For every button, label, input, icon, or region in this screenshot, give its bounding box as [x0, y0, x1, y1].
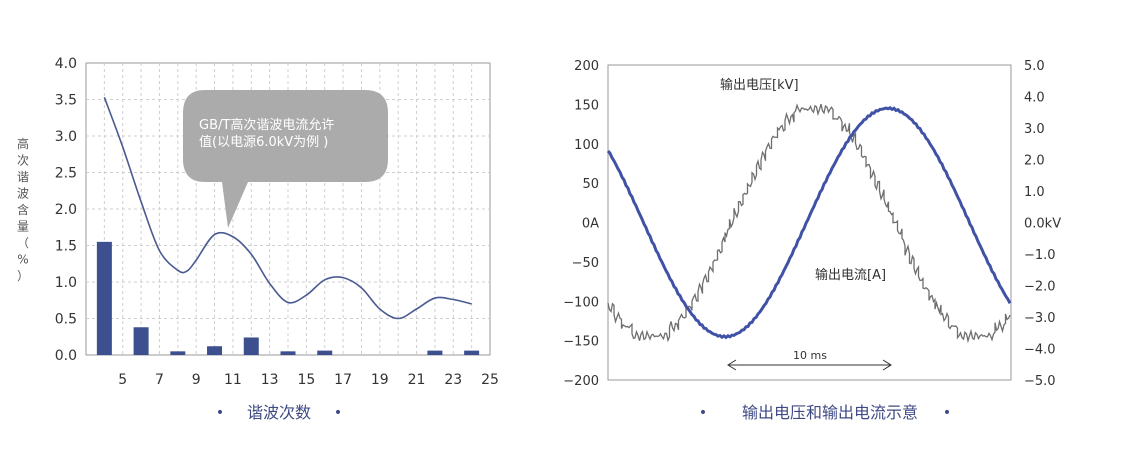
harmonic-bar — [280, 351, 296, 355]
right-right-y-tick-label: 0.0kV — [1024, 217, 1061, 232]
harmonic-bar — [96, 241, 112, 355]
harmonic-bar — [170, 351, 186, 355]
right-right-y-tick-label: 1.0 — [1024, 185, 1045, 200]
left-x-tick-label: 7 — [155, 372, 164, 388]
right-right-y-tick-label: 5.0 — [1024, 59, 1045, 74]
left-x-tick-label: 11 — [224, 372, 242, 388]
harmonic-bar — [427, 350, 443, 355]
period-arrow-head-right — [882, 359, 892, 371]
right-left-y-tick-label: −150 — [563, 335, 599, 350]
left-x-tick-label: 15 — [297, 372, 315, 388]
left-x-axis-label: 谐波次数 — [247, 403, 311, 422]
harmonic-bar — [133, 327, 149, 355]
callout-text: GB/T高次谐波电流允许值(以电源6.0kV为例 ) — [199, 117, 334, 150]
callout-bubble: GB/T高次谐波电流允许值(以电源6.0kV为例 ) — [183, 90, 388, 228]
left-x-tick-label: 17 — [334, 372, 352, 388]
current-series-label: 输出电流[A] — [815, 267, 886, 283]
right-chart-title: 输出电压和输出电流示意 — [742, 403, 918, 422]
right-right-y-ticks: 5.0 4.0 3.0 2.0 1.0 0.0kV −1.0 −2.0 −3.0 −4.0 −5.0 — [1024, 59, 1061, 389]
harmonic-content-chart: 0.0 0.5 1.0 1.5 2.0 2.5 3.0 3.5 4.0 5 7 9 11 13 15 17 1… — [17, 56, 499, 422]
voltage-series-label: 输出电压[kV] — [720, 77, 799, 93]
right-title-dot-right: • — [943, 405, 951, 421]
harmonic-bar — [207, 346, 223, 355]
left-x-tick-label: 9 — [192, 372, 201, 388]
left-x-tick-label: 13 — [261, 372, 279, 388]
left-y-tick-label: 4.0 — [55, 56, 77, 72]
left-x-label-dot-right: • — [334, 405, 342, 421]
limit-curve — [103, 97, 472, 320]
period-label: 10 ms — [793, 349, 827, 362]
left-y-tick-label: 2.5 — [55, 166, 77, 182]
left-x-tick-label: 21 — [408, 372, 426, 388]
harmonic-bar — [243, 337, 259, 355]
period-marker: 10 ms — [727, 349, 892, 371]
right-right-y-tick-label: 4.0 — [1024, 91, 1045, 106]
left-x-label-dot-left: • — [216, 405, 224, 421]
right-left-y-tick-label: 150 — [574, 98, 599, 113]
left-y-axis-label: 高次谐波含量（%） — [17, 136, 29, 283]
left-x-tick-label: 23 — [444, 372, 462, 388]
left-y-tick-label: 0.5 — [55, 312, 77, 328]
left-y-ticks: 0.0 0.5 1.0 1.5 2.0 2.5 3.0 3.5 4.0 — [55, 56, 77, 364]
right-plot-frame — [607, 64, 1012, 381]
period-arrow-head-left — [727, 359, 737, 371]
left-y-tick-label: 3.0 — [55, 129, 77, 145]
left-y-tick-label: 0.0 — [55, 348, 77, 364]
left-x-tick-label: 25 — [481, 372, 499, 388]
right-right-y-tick-label: 2.0 — [1024, 154, 1045, 169]
right-right-y-tick-label: 3.0 — [1024, 122, 1045, 137]
left-y-tick-label: 3.5 — [55, 93, 77, 109]
voltage-current-chart: 200 150 100 50 0A −50 −100 −150 −200 5.0 4.0 3.0 2.… — [563, 59, 1061, 422]
left-y-tick-label: 2.0 — [55, 202, 77, 218]
right-right-y-tick-label: −2.0 — [1024, 280, 1056, 295]
right-left-y-tick-label: −50 — [572, 256, 599, 271]
right-right-y-tick-label: −4.0 — [1024, 343, 1056, 358]
right-left-y-tick-label: 50 — [582, 177, 599, 192]
harmonic-bar — [464, 350, 480, 355]
left-x-tick-label: 5 — [118, 372, 127, 388]
harmonic-bar — [317, 350, 333, 355]
left-y-tick-label: 1.5 — [55, 239, 77, 255]
right-left-y-tick-label: 100 — [574, 138, 599, 153]
left-x-ticks: 5 7 9 11 13 15 17 19 21 23 25 — [118, 372, 499, 388]
right-right-y-tick-label: −1.0 — [1024, 248, 1056, 263]
current-trace — [606, 106, 1012, 340]
right-left-y-tick-label: −200 — [563, 374, 599, 389]
right-title-dot-left: • — [699, 405, 707, 421]
left-bars — [96, 241, 480, 355]
right-right-y-tick-label: −5.0 — [1024, 374, 1056, 389]
right-left-y-tick-label: 200 — [574, 59, 599, 74]
right-left-y-ticks: 200 150 100 50 0A −50 −100 −150 −200 — [563, 59, 599, 389]
left-x-tick-label: 19 — [371, 372, 389, 388]
voltage-trace — [607, 103, 1011, 344]
callout-shape — [183, 90, 388, 228]
left-y-tick-label: 1.0 — [55, 275, 77, 291]
right-right-y-tick-label: −3.0 — [1024, 311, 1056, 326]
right-left-y-tick-label: −100 — [563, 295, 599, 310]
right-left-y-tick-label: 0A — [582, 217, 599, 232]
